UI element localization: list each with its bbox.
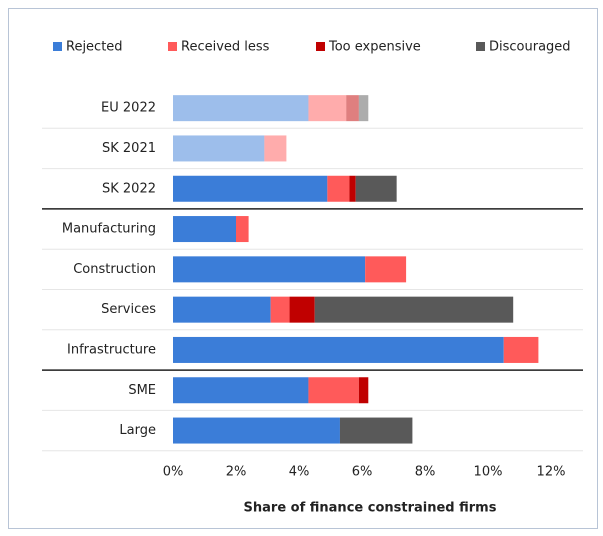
legend-label: Too expensive xyxy=(328,40,421,55)
x-tick-label: 2% xyxy=(226,465,247,480)
y-tick-label: Manufacturing xyxy=(62,222,156,237)
y-tick-label: Services xyxy=(101,302,156,317)
bar-segment xyxy=(365,256,407,283)
legend-label: Received less xyxy=(181,40,270,55)
y-tick-label: Construction xyxy=(73,262,156,277)
bar-segment xyxy=(308,377,359,404)
y-tick-label: SK 2022 xyxy=(102,181,156,196)
bar-segment xyxy=(173,417,340,444)
y-tick-label: SME xyxy=(128,383,156,398)
legend-label: Rejected xyxy=(66,40,123,55)
bar-segment xyxy=(314,296,514,323)
bar-segment xyxy=(173,336,504,363)
bar-segment xyxy=(173,216,236,243)
bar-segment xyxy=(264,135,287,162)
y-tick-label: SK 2021 xyxy=(102,141,156,156)
y-tick-label: Large xyxy=(119,423,156,438)
bar-segment xyxy=(358,95,369,122)
y-tick-label: EU 2022 xyxy=(101,101,156,116)
bar-segment xyxy=(346,95,359,122)
x-tick-label: 6% xyxy=(352,465,373,480)
x-axis-title: Share of finance constrained firms xyxy=(244,501,497,516)
legend-swatch xyxy=(316,42,325,51)
bar-segment xyxy=(358,377,369,404)
bar-segment xyxy=(349,175,356,202)
legend-label: Discouraged xyxy=(489,40,571,55)
legend-swatch xyxy=(168,42,177,51)
bar-segment xyxy=(289,296,315,323)
bar-segment xyxy=(327,175,350,202)
bar-segment xyxy=(173,377,309,404)
x-tick-label: 12% xyxy=(537,465,566,480)
bar-segment xyxy=(270,296,290,323)
legend-swatch xyxy=(53,42,62,51)
bar-segment xyxy=(236,216,249,243)
bar-segment xyxy=(355,175,397,202)
bar-segment xyxy=(173,296,271,323)
bar-segment xyxy=(173,95,309,122)
x-tick-label: 4% xyxy=(289,465,310,480)
x-tick-label: 0% xyxy=(163,465,184,480)
y-tick-label: Infrastructure xyxy=(67,342,156,357)
x-tick-label: 8% xyxy=(415,465,436,480)
bar-segment xyxy=(503,336,539,363)
bar-segment xyxy=(173,256,366,283)
bar-segment xyxy=(339,417,413,444)
x-tick-label: 10% xyxy=(474,465,503,480)
bar-segment xyxy=(308,95,347,122)
bar-segment xyxy=(173,175,328,202)
bar-segment xyxy=(173,135,265,162)
legend-swatch xyxy=(476,42,485,51)
